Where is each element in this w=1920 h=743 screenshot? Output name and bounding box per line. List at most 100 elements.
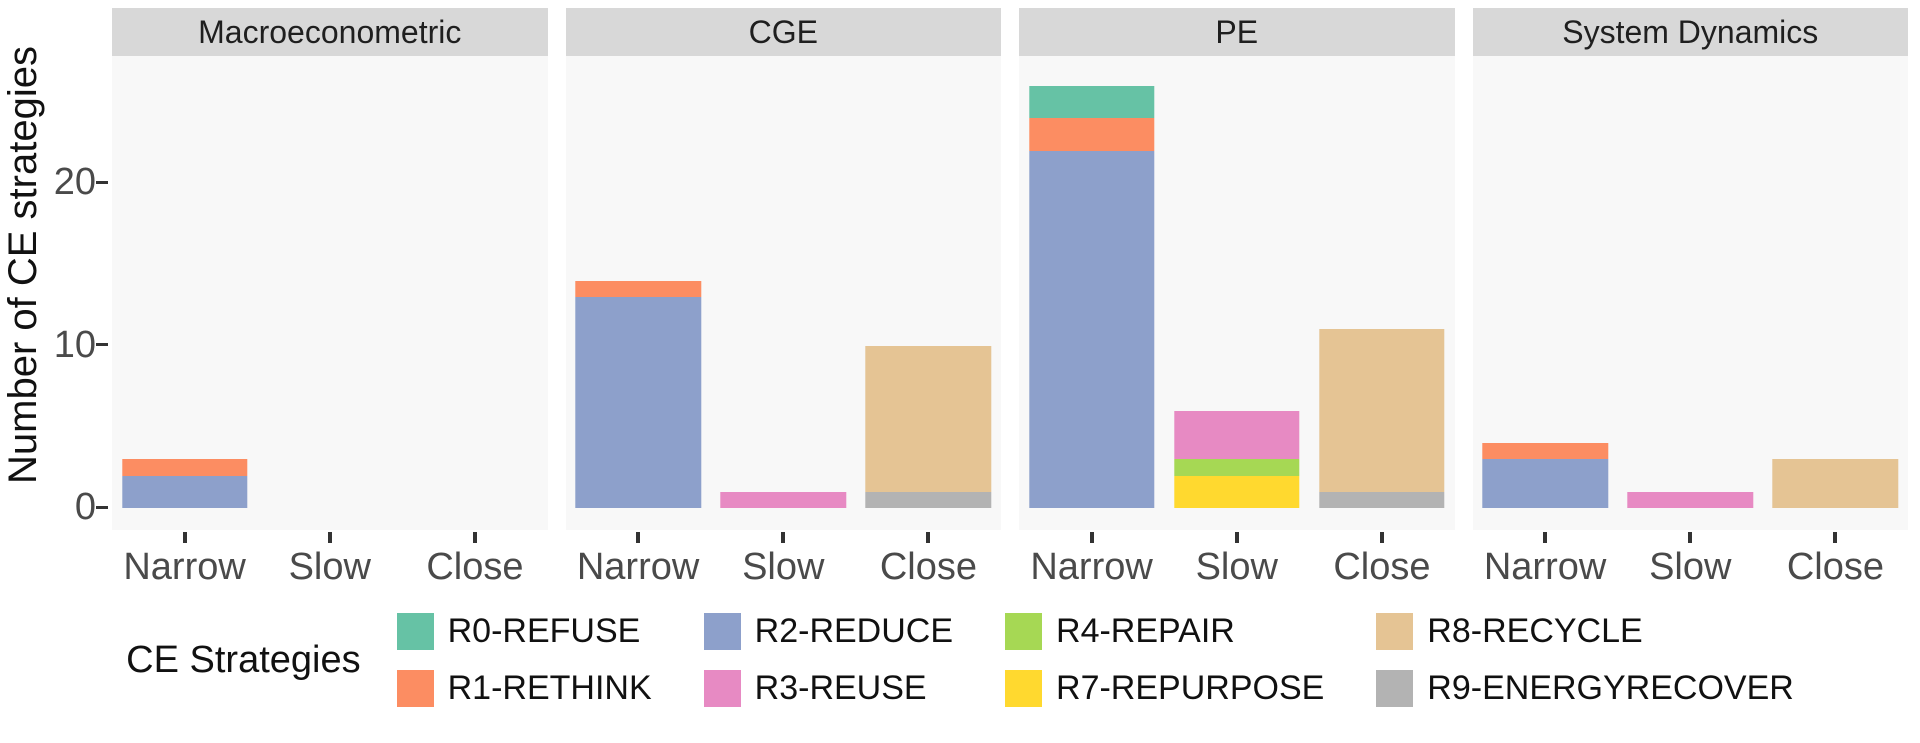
facet-panel-macroeconometric: Macroeconometric Narrow Slow Close: [112, 8, 548, 614]
x-tick-label-narrow: Narrow: [123, 546, 246, 588]
facet-strip-label: PE: [1019, 8, 1455, 56]
x-tick-mark: [1688, 532, 1693, 543]
bar-segment-R1-RETHINK: [121, 459, 248, 476]
facet-strip-label: Macroeconometric: [112, 8, 548, 56]
facet-panel-system-dynamics: System Dynamics Narrow Slow Close: [1472, 8, 1909, 614]
x-tick-mark: [1379, 532, 1384, 543]
bar-segment-R1-RETHINK: [1482, 443, 1608, 460]
bar-segment-R9-ENERGYRECOVER: [1319, 491, 1445, 508]
legend: CE Strategies R0-REFUSE R1-RETHINK R2-REDU…: [0, 612, 1920, 708]
x-tick-label-narrow: Narrow: [576, 546, 700, 588]
x-tick-mark: [781, 532, 786, 543]
bar-segment-R3-REUSE: [1627, 491, 1753, 508]
x-tick-mark: [182, 532, 187, 543]
x-tick-label-narrow: Narrow: [1030, 546, 1153, 588]
x-tick-mark: [926, 532, 931, 543]
legend-item-r7-repurpose: R7-REPURPOSE: [1005, 669, 1324, 708]
stacked-bar-narrow: [121, 459, 248, 508]
panel-plot-area: [565, 56, 1001, 530]
legend-item-r0-refuse: R0-REFUSE: [396, 612, 652, 651]
legend-color-swatch: [396, 613, 434, 650]
legend-color-swatch: [1005, 670, 1043, 707]
panels: Macroeconometric Narrow Slow Close CGE Narrow…: [112, 8, 1908, 614]
x-tick-mark: [327, 532, 332, 543]
legend-item-r2-reduce: R2-REDUCE: [703, 612, 954, 651]
bar-segment-R2-REDUCE: [1482, 459, 1608, 508]
bar-segment-R8-RECYCLE: [1772, 459, 1899, 508]
bar-segment-R4-REPAIR: [1174, 459, 1300, 476]
stacked-bar-slow: [1174, 410, 1300, 508]
legend-item-r8-recycle: R8-RECYCLE: [1376, 612, 1794, 651]
x-tick-label-slow: Slow: [742, 546, 825, 588]
y-tick-label: 0: [74, 486, 96, 528]
legend-color-swatch: [703, 613, 741, 650]
y-axis: 0 10 20: [0, 0, 110, 600]
x-tick-label-slow: Slow: [1649, 546, 1732, 588]
x-tick-label-narrow: Narrow: [1483, 546, 1607, 588]
stacked-bar-narrow: [1028, 85, 1155, 508]
x-tick-mark: [1234, 532, 1239, 543]
x-tick-label-close: Close: [426, 546, 524, 588]
facet-strip-label: System Dynamics: [1472, 8, 1908, 56]
x-tick-label-slow: Slow: [1195, 546, 1278, 588]
stacked-bar-close: [1772, 459, 1899, 508]
legend-item-r9-energyrecover: R9-ENERGYRECOVER: [1376, 669, 1794, 708]
legend-label: R7-REPURPOSE: [1056, 669, 1325, 707]
panel-plot-area: [1019, 56, 1455, 530]
legend-label: R1-RETHINK: [447, 669, 652, 707]
legend-grid: R0-REFUSE R1-RETHINK R2-REDUCE R3-REUSE R4-R…: [396, 612, 1794, 708]
x-tick-label-close: Close: [1786, 546, 1884, 588]
bar-segment-R8-RECYCLE: [865, 345, 992, 492]
facet-strip-label: CGE: [565, 8, 1001, 56]
bar-segment-R2-REDUCE: [1028, 150, 1155, 508]
stacked-bar-narrow: [575, 280, 701, 508]
x-tick-mark: [1089, 532, 1094, 543]
panel-plot-area: [1472, 56, 1908, 530]
x-tick-mark: [636, 532, 641, 543]
bar-segment-R8-RECYCLE: [1319, 329, 1445, 492]
bar-segment-R1-RETHINK: [1028, 118, 1155, 151]
bar-segment-R7-REPURPOSE: [1174, 475, 1300, 508]
bar-segment-R9-ENERGYRECOVER: [865, 491, 992, 508]
facet-panel-cge: CGE Narrow Slow Close: [565, 8, 1001, 614]
legend-label: R3-REUSE: [754, 669, 927, 707]
bar-segment-R0-REFUSE: [1028, 85, 1155, 118]
legend-item-r4-repair: R4-REPAIR: [1005, 612, 1324, 651]
x-tick-label-close: Close: [1333, 546, 1431, 588]
legend-color-swatch: [1376, 613, 1414, 650]
facet-panel-pe: PE Narrow Slow Close: [1019, 8, 1455, 614]
y-tick-mark: [96, 343, 108, 346]
x-tick-mark: [1543, 532, 1548, 543]
x-axis: Narrow Slow Close: [112, 530, 548, 614]
bar-segment-R3-REUSE: [720, 491, 846, 508]
y-tick-label: 20: [53, 161, 96, 203]
legend-color-swatch: [1376, 670, 1414, 707]
stacked-bar-close: [1319, 329, 1445, 508]
legend-label: R8-RECYCLE: [1427, 612, 1643, 650]
stacked-bar-slow: [1627, 491, 1753, 508]
legend-label: R4-REPAIR: [1056, 612, 1235, 650]
x-axis: Narrow Slow Close: [1019, 530, 1455, 614]
legend-item-r3-reuse: R3-REUSE: [703, 669, 953, 708]
legend-item-r1-rethink: R1-RETHINK: [396, 669, 652, 708]
legend-color-swatch: [1005, 613, 1043, 650]
bar-segment-R3-REUSE: [1174, 410, 1300, 460]
legend-label: R0-REFUSE: [447, 612, 641, 650]
x-tick-label-close: Close: [879, 546, 977, 588]
y-tick-mark: [96, 180, 108, 184]
legend-color-swatch: [703, 670, 741, 707]
stacked-bar-close: [865, 345, 992, 508]
bar-segment-R1-RETHINK: [575, 280, 701, 297]
panel-plot-area: [112, 56, 548, 530]
y-tick-mark: [96, 505, 108, 509]
legend-label: R9-ENERGYRECOVER: [1427, 669, 1794, 707]
stacked-bar-narrow: [1482, 443, 1608, 508]
legend-title: CE Strategies: [126, 638, 361, 681]
legend-color-swatch: [396, 670, 434, 707]
x-tick-mark: [1833, 532, 1838, 543]
stacked-bar-slow: [720, 491, 846, 508]
x-axis: Narrow Slow Close: [1473, 530, 1909, 614]
legend-label: R2-REDUCE: [754, 612, 954, 650]
x-tick-label-slow: Slow: [288, 546, 371, 588]
